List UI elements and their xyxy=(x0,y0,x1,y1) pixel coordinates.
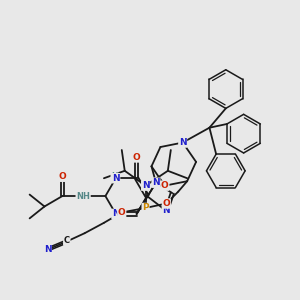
Text: N: N xyxy=(112,209,120,218)
Text: NH: NH xyxy=(76,192,90,201)
Text: P: P xyxy=(142,203,149,212)
Text: C: C xyxy=(64,236,70,245)
Text: N: N xyxy=(142,181,149,190)
Text: O: O xyxy=(161,181,169,190)
Text: O: O xyxy=(133,153,140,162)
Text: N: N xyxy=(44,245,51,254)
Text: H: H xyxy=(111,172,118,181)
Text: N: N xyxy=(179,138,187,147)
Text: N: N xyxy=(152,178,160,187)
Text: O: O xyxy=(118,208,126,217)
Text: O: O xyxy=(163,199,170,208)
Text: O: O xyxy=(58,172,66,181)
Text: N: N xyxy=(163,206,170,215)
Text: N: N xyxy=(112,174,120,183)
